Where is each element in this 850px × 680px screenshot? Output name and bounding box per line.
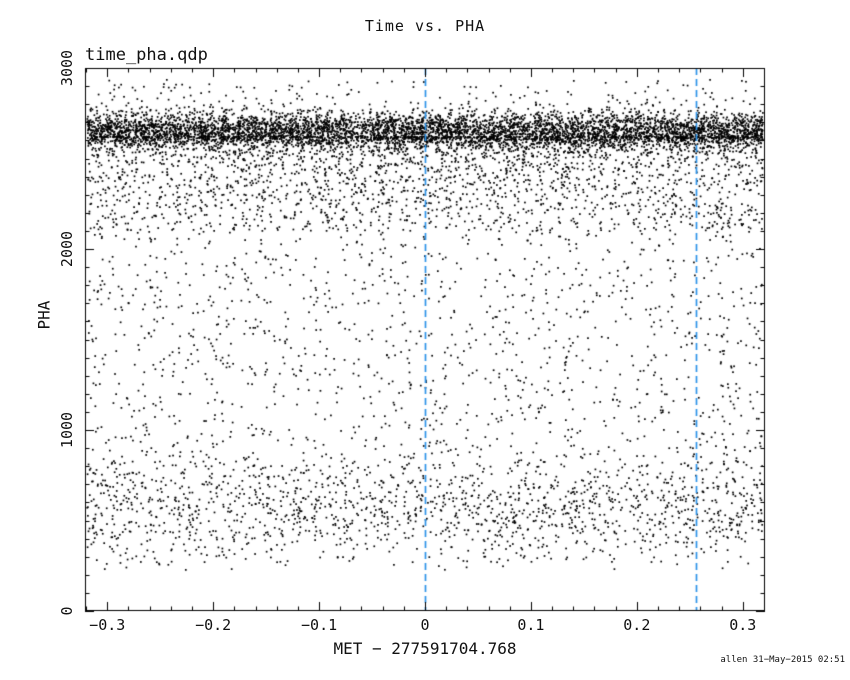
y-tick-label: 0	[58, 606, 76, 616]
y-tick-label: 3000	[58, 49, 76, 87]
x-tick-label: 0	[420, 616, 430, 634]
x-tick-label: −0.1	[301, 616, 338, 634]
x-tick-label: 0.3	[729, 616, 757, 634]
x-tick-label: −0.3	[89, 616, 126, 634]
plot-id-stamp: allen 31−May−2015 02:51	[720, 655, 845, 665]
file-label: time_pha.qdp	[85, 45, 208, 65]
x-axis-label: MET − 277591704.768	[333, 639, 517, 658]
y-tick-label: 1000	[58, 411, 76, 449]
x-tick-label: 0.2	[623, 616, 651, 634]
chart-title: Time vs. PHA	[364, 17, 486, 35]
y-tick-label: 2000	[58, 230, 76, 268]
y-axis-label: PHA	[34, 300, 54, 330]
x-tick-label: −0.2	[195, 616, 232, 634]
x-tick-label: 0.1	[517, 616, 545, 634]
